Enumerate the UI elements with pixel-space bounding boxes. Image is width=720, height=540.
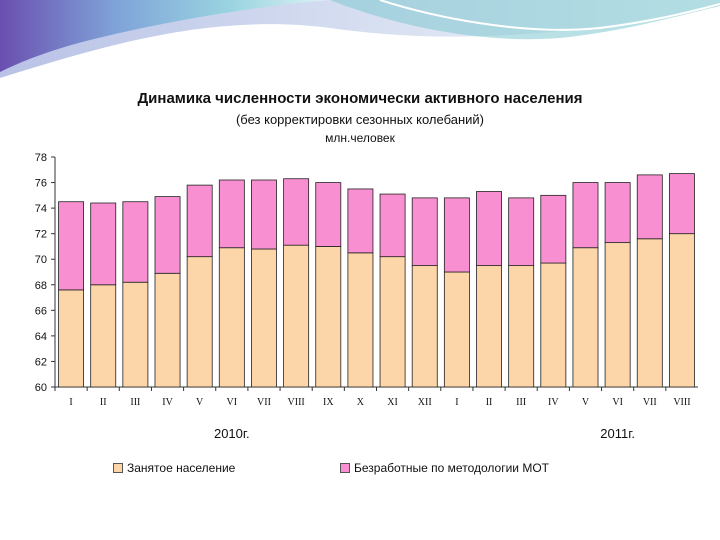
bar-employed	[379, 256, 406, 388]
bar-unemployed	[668, 173, 695, 235]
chart-title: Динамика численности экономически активн…	[137, 90, 583, 107]
y-tick-label: 72	[35, 229, 47, 241]
bar-unemployed	[315, 182, 342, 247]
chart-subtitle: (без корректировки сезонных колебаний)	[235, 112, 485, 127]
bar-unemployed	[636, 174, 663, 240]
bar-unemployed	[283, 178, 310, 246]
bar-employed	[411, 265, 438, 388]
bar-employed	[476, 265, 502, 388]
bar-employed	[604, 242, 631, 388]
x-tick-label: IV	[162, 397, 173, 408]
bar-unemployed	[218, 179, 245, 249]
bar-employed	[218, 247, 245, 388]
bar-unemployed	[347, 188, 374, 254]
legend-swatch-employed	[113, 463, 123, 473]
bar-unemployed	[540, 194, 567, 264]
bar-unemployed	[411, 197, 438, 267]
x-tick-label: VII	[257, 397, 271, 408]
bar-employed	[636, 238, 663, 388]
bar-unemployed	[58, 201, 85, 291]
year-label: 2010г.	[214, 426, 250, 441]
x-tick-label: III	[516, 397, 526, 408]
y-tick-label: 70	[35, 254, 47, 266]
bar-unemployed	[251, 179, 277, 250]
y-tick-label: 66	[35, 305, 47, 317]
x-tick-label: X	[357, 397, 365, 408]
x-tick-label: VII	[643, 397, 657, 408]
bar-unemployed	[122, 201, 149, 283]
x-tick-label: I	[69, 397, 72, 408]
x-tick-label: VIII	[673, 397, 690, 408]
bar-employed	[251, 248, 277, 388]
legend-item-unemployed: Безработные по методологии МОТ	[340, 461, 549, 475]
y-tick-label: 60	[35, 382, 47, 394]
bar-employed	[508, 265, 535, 388]
x-tick-label: VI	[612, 397, 623, 408]
x-tick-label: VIII	[288, 397, 305, 408]
bar-employed	[58, 289, 85, 388]
x-tick-label: I	[455, 397, 458, 408]
bar-employed	[122, 281, 149, 388]
bar-unemployed	[604, 182, 631, 244]
bar-unemployed	[443, 197, 470, 273]
x-tick-label: III	[130, 397, 140, 408]
y-tick-label: 76	[35, 178, 47, 190]
x-tick-label: V	[196, 397, 204, 408]
x-tick-label: V	[582, 397, 590, 408]
legend-label-unemployed: Безработные по методологии МОТ	[354, 461, 549, 475]
bar-employed	[283, 244, 310, 388]
legend-label-employed: Занятое население	[127, 461, 236, 475]
year-label: 2011г.	[600, 426, 635, 441]
x-tick-label: IV	[548, 397, 559, 408]
y-tick-label: 74	[35, 203, 47, 215]
bar-employed	[315, 246, 342, 388]
decorative-header-swoosh	[0, 0, 720, 78]
bar-employed	[186, 256, 213, 388]
y-tick-label: 64	[35, 331, 47, 343]
bar-employed	[154, 272, 181, 388]
x-tick-label: II	[486, 397, 493, 408]
x-tick-label: IX	[323, 397, 334, 408]
chart-unit-label: млн.человек	[325, 131, 395, 145]
x-tick-label: XI	[387, 397, 398, 408]
y-tick-label: 62	[35, 356, 47, 368]
bar-employed	[90, 284, 117, 388]
y-tick-label: 78	[35, 152, 47, 164]
bar-employed	[572, 247, 599, 388]
bar-unemployed	[90, 202, 117, 286]
bar-unemployed	[186, 184, 213, 258]
bar-unemployed	[572, 182, 599, 249]
bar-employed	[443, 271, 470, 388]
legend-swatch-unemployed	[340, 463, 350, 473]
bar-unemployed	[154, 196, 181, 274]
x-tick-label: VI	[227, 397, 238, 408]
bar-employed	[347, 252, 374, 388]
legend-item-employed: Занятое население	[113, 461, 235, 475]
bar-unemployed	[379, 193, 406, 258]
x-tick-label: II	[100, 397, 107, 408]
x-tick-label: XII	[418, 397, 432, 408]
bar-employed	[668, 233, 695, 388]
bar-employed	[540, 262, 567, 388]
y-tick-label: 68	[35, 280, 47, 292]
bar-unemployed	[476, 191, 502, 267]
bar-unemployed	[508, 197, 535, 267]
